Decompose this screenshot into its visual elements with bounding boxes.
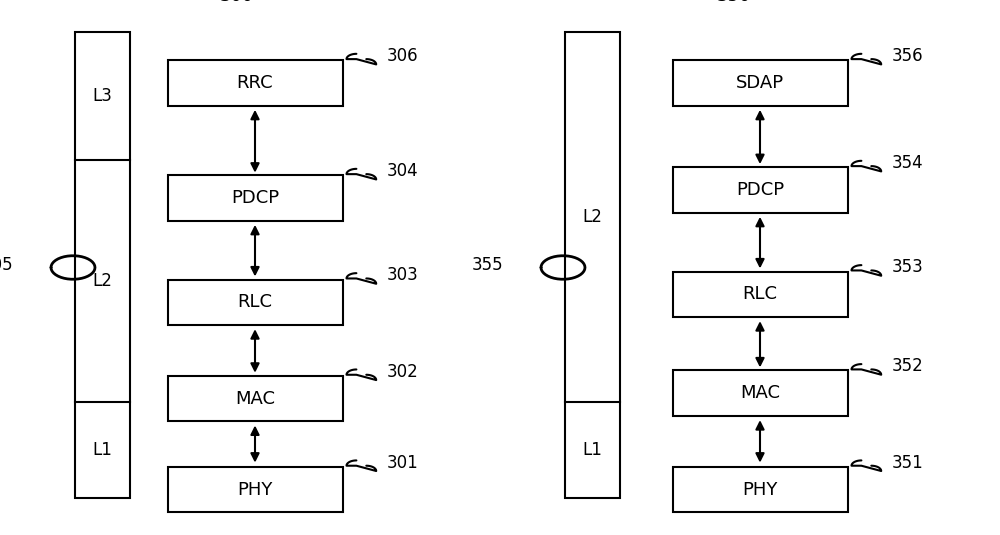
Bar: [168, 376, 342, 422]
Bar: [672, 60, 848, 106]
Text: 352: 352: [892, 357, 923, 375]
Bar: [672, 271, 848, 317]
Text: PHY: PHY: [742, 480, 778, 499]
Text: 301: 301: [386, 454, 418, 471]
Text: 302: 302: [386, 363, 418, 380]
Text: L2: L2: [583, 208, 602, 226]
Text: 354: 354: [892, 154, 923, 172]
Text: RLC: RLC: [742, 285, 778, 303]
Text: 350: 350: [717, 0, 751, 5]
Bar: [168, 467, 342, 513]
Bar: [672, 167, 848, 212]
Text: L1: L1: [93, 441, 112, 459]
Bar: [168, 279, 342, 325]
Bar: [672, 467, 848, 513]
Text: 300: 300: [219, 0, 253, 5]
Text: PHY: PHY: [237, 480, 273, 499]
Text: PDCP: PDCP: [736, 181, 784, 199]
Bar: [565, 32, 620, 498]
Text: MAC: MAC: [740, 384, 780, 402]
Text: SDAP: SDAP: [736, 74, 784, 92]
Text: 304: 304: [386, 162, 418, 180]
Text: 353: 353: [892, 258, 923, 276]
Bar: [168, 60, 342, 106]
Text: 303: 303: [386, 266, 418, 284]
Text: L1: L1: [583, 441, 602, 459]
Bar: [672, 370, 848, 416]
Text: 356: 356: [892, 47, 923, 65]
Bar: [75, 32, 130, 498]
Text: PDCP: PDCP: [231, 189, 279, 207]
Text: 306: 306: [386, 47, 418, 65]
Text: 351: 351: [892, 454, 923, 471]
Text: RLC: RLC: [238, 293, 272, 311]
Text: MAC: MAC: [235, 389, 275, 408]
Text: RRC: RRC: [237, 74, 273, 92]
Text: L2: L2: [93, 272, 112, 290]
Text: 355: 355: [471, 256, 503, 274]
Bar: [168, 175, 342, 220]
Text: 305: 305: [0, 256, 13, 274]
Text: L3: L3: [93, 87, 112, 105]
